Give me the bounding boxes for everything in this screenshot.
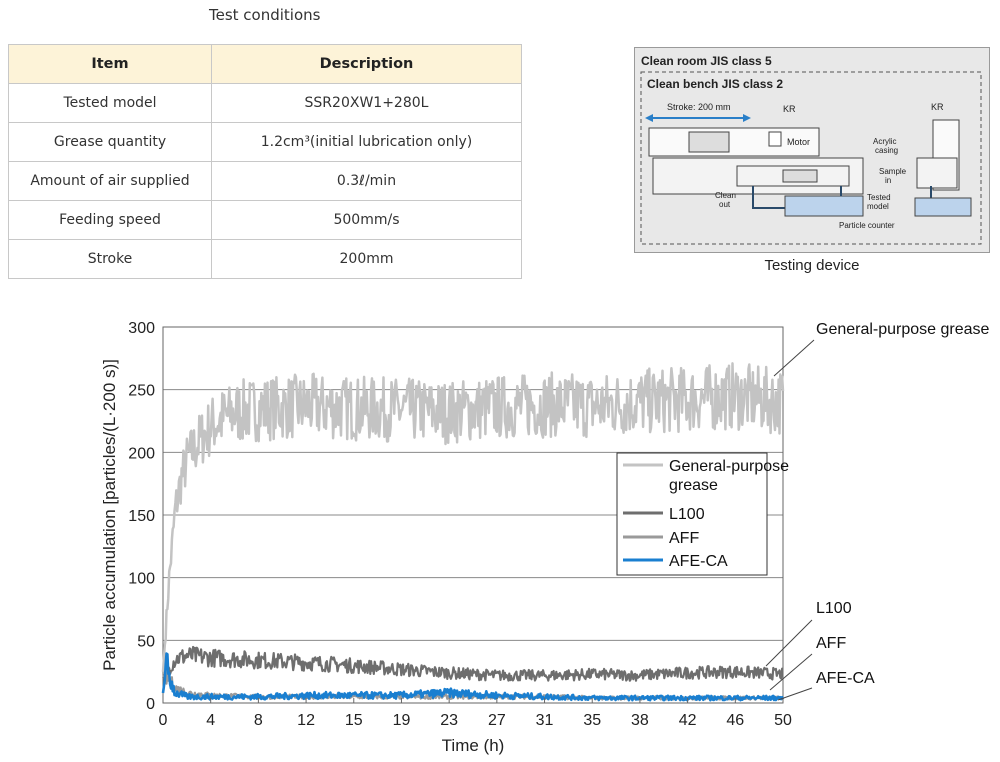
x-tick-label: 23 xyxy=(440,712,458,729)
cell-description: SSR20XW1+280L xyxy=(211,83,522,123)
x-tick-label: 4 xyxy=(206,712,215,729)
acrylic-label: Acrylic xyxy=(873,137,897,146)
kr-label-2: KR xyxy=(931,102,944,112)
device-caption: Testing device xyxy=(764,257,860,274)
table-row: Amount of air supplied 0.3ℓ/min xyxy=(8,161,522,201)
header-item: Item xyxy=(8,44,212,84)
cell-description: 200mm xyxy=(211,239,522,279)
table-caption: Test conditions xyxy=(209,6,321,24)
chart-annotations: General-purpose grease L100 AFF AFE-CA xyxy=(765,321,990,701)
x-tick-label: 15 xyxy=(345,712,363,729)
actuator-slider xyxy=(688,131,730,153)
particle-counter-box xyxy=(784,195,864,217)
tested-model-block xyxy=(782,169,818,183)
x-tick-label: 31 xyxy=(536,712,554,729)
x-tick-label: 38 xyxy=(631,712,649,729)
cell-item: Stroke xyxy=(8,239,212,279)
x-tick-label: 35 xyxy=(583,712,601,729)
table-row: Tested model SSR20XW1+280L xyxy=(8,83,522,123)
particle-counter-label: Particle counter xyxy=(839,221,895,230)
test-conditions-table: Item Description Tested model SSR20XW1+2… xyxy=(8,44,522,279)
header-description: Description xyxy=(211,44,522,84)
tested-model-label: model xyxy=(867,202,889,211)
annotation-leader xyxy=(765,619,813,667)
x-tick-label: 0 xyxy=(159,712,168,729)
particle-chart: 0 50 100 150 200 250 300 0 4 8 12 15 19 23 27 31 35 38 42 4… xyxy=(100,320,990,755)
annotation-label: AFE-CA xyxy=(816,670,875,687)
legend-label: AFE-CA xyxy=(669,553,728,570)
annotation-leader xyxy=(773,339,815,377)
x-tick-label: 12 xyxy=(297,712,315,729)
y-tick-label: 200 xyxy=(128,445,155,462)
x-tick-label: 46 xyxy=(726,712,744,729)
x-tick-label: 8 xyxy=(254,712,263,729)
device-schematic: Clean room JIS class 5 Clean bench JIS c… xyxy=(640,54,982,245)
clean-out-label: out xyxy=(719,200,731,209)
actuator-body xyxy=(648,127,820,157)
clean-bench-label: Clean bench JIS class 2 xyxy=(647,77,783,91)
legend-label: AFF xyxy=(669,530,699,547)
cell-item: Grease quantity xyxy=(8,122,212,162)
series-line-afe-ca xyxy=(161,652,785,702)
annotation-leader xyxy=(777,687,813,701)
clean-out-tube xyxy=(752,186,785,209)
series-line-general-purpose-grease xyxy=(161,362,785,672)
table-row: Feeding speed 500mm/s xyxy=(8,200,522,240)
annotation-label: AFF xyxy=(816,635,846,652)
x-tick-label: 27 xyxy=(488,712,506,729)
legend-label: L100 xyxy=(669,506,705,523)
x-axis-label: Time (h) xyxy=(442,736,505,755)
stroke-label: Stroke: 200 mm xyxy=(667,102,731,112)
y-tick-label: 250 xyxy=(128,383,155,400)
cell-item: Tested model xyxy=(8,83,212,123)
cell-description: 0.3ℓ/min xyxy=(211,161,522,201)
stroke-arrow-right-icon xyxy=(743,114,751,122)
sample-label: Sample xyxy=(879,167,907,176)
tested-label: Tested xyxy=(867,193,891,202)
legend-label: General-purpose grease xyxy=(669,458,789,494)
clean-label: Clean xyxy=(715,191,736,200)
motor-icon xyxy=(768,131,782,147)
casing-label: casing xyxy=(875,146,898,155)
series-layer xyxy=(161,362,785,702)
plot-frame xyxy=(162,326,784,704)
series-line-l100 xyxy=(162,645,784,682)
side-view-base xyxy=(916,157,958,189)
y-tick-label: 300 xyxy=(128,320,155,337)
y-tick-label: 150 xyxy=(128,508,155,525)
motor-label: Motor xyxy=(787,137,810,147)
cell-description: 1.2cm³(initial lubrication only) xyxy=(211,122,522,162)
bench-base xyxy=(652,157,864,195)
cell-item: Feeding speed xyxy=(8,200,212,240)
x-tick-label: 19 xyxy=(393,712,411,729)
acrylic-casing xyxy=(736,165,850,187)
sample-in-label: in xyxy=(885,176,891,185)
x-tick-label: 50 xyxy=(774,712,792,729)
clean-room-label: Clean room JIS class 5 xyxy=(641,54,772,68)
x-tick-label: 42 xyxy=(679,712,697,729)
y-tick-label: 50 xyxy=(137,633,155,650)
clean-bench-border xyxy=(640,71,982,245)
y-axis-label: Particle accumulation [particles/(L·200 … xyxy=(100,359,119,671)
y-tick-label: 0 xyxy=(146,696,155,713)
cell-description: 500mm/s xyxy=(211,200,522,240)
y-tick-label: 100 xyxy=(128,571,155,588)
table-header-row: Item Description xyxy=(8,44,522,84)
annotation-label: L100 xyxy=(816,600,852,617)
cell-item: Amount of air supplied xyxy=(8,161,212,201)
chart-ticks: 0 50 100 150 200 250 300 0 4 8 12 15 19 23 27 31 35 38 42 4… xyxy=(128,320,792,729)
annotation-leader xyxy=(769,653,813,691)
table-row: Grease quantity 1.2cm³(initial lubricati… xyxy=(8,122,522,162)
kr-label: KR xyxy=(783,104,796,114)
stroke-arrow-left-icon xyxy=(645,114,653,122)
table-row: Stroke 200mm xyxy=(8,239,522,279)
side-view-counter-box xyxy=(914,197,972,217)
testing-device-diagram: Clean room JIS class 5 Clean bench JIS c… xyxy=(634,47,990,253)
annotation-label: General-purpose grease xyxy=(816,321,990,338)
chart-legend: General-purpose grease L100 AFF AFE-CA xyxy=(616,452,789,576)
